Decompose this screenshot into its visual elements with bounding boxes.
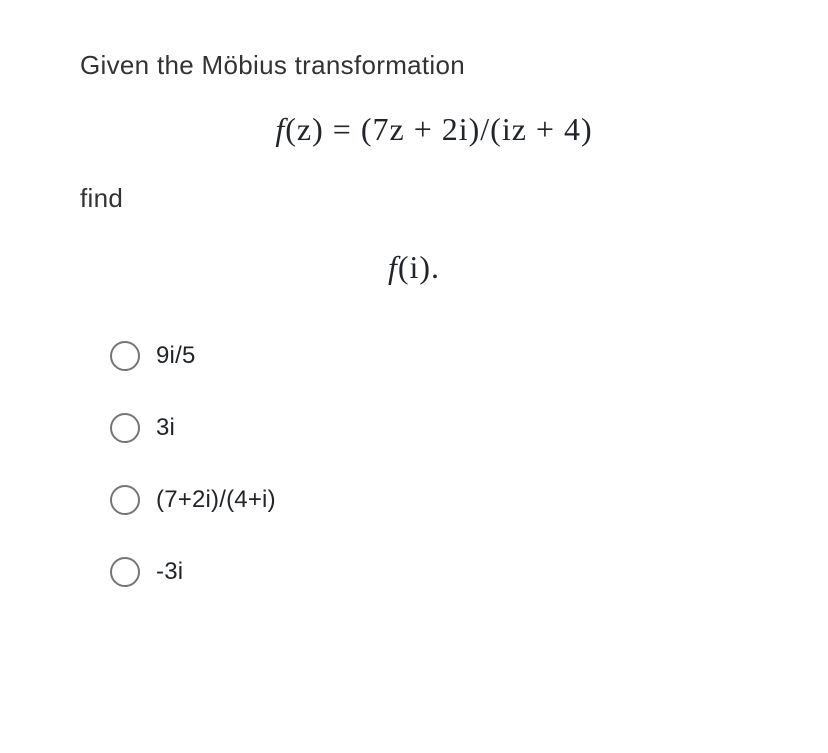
find-text: find: [80, 183, 748, 214]
formula-target: f(i).: [80, 249, 748, 286]
option-2[interactable]: 3i: [110, 413, 748, 443]
formula-num: (7z + 2i): [361, 111, 480, 147]
radio-icon[interactable]: [110, 557, 140, 587]
formula-z-arg: (z): [285, 111, 324, 147]
question-intro: Given the Möbius transformation: [80, 50, 748, 81]
formula-main: f(z) = (7z + 2i)/(iz + 4): [120, 111, 748, 148]
option-label: -3i: [156, 558, 183, 586]
option-1[interactable]: 9i/5: [110, 341, 748, 371]
radio-icon[interactable]: [110, 485, 140, 515]
radio-icon[interactable]: [110, 341, 140, 371]
option-label: (7+2i)/(4+i): [156, 486, 276, 514]
option-label: 3i: [156, 414, 175, 442]
formula-slash: /: [480, 111, 490, 147]
options-list: 9i/5 3i (7+2i)/(4+i) -3i: [80, 341, 748, 587]
formula-eq: =: [324, 111, 361, 147]
radio-icon[interactable]: [110, 413, 140, 443]
target-f: f: [388, 249, 398, 285]
formula-den: (iz + 4): [490, 111, 592, 147]
option-label: 9i/5: [156, 342, 196, 370]
option-3[interactable]: (7+2i)/(4+i): [110, 485, 748, 515]
formula-f: f: [275, 111, 285, 147]
target-arg: (i).: [398, 249, 440, 285]
option-4[interactable]: -3i: [110, 557, 748, 587]
